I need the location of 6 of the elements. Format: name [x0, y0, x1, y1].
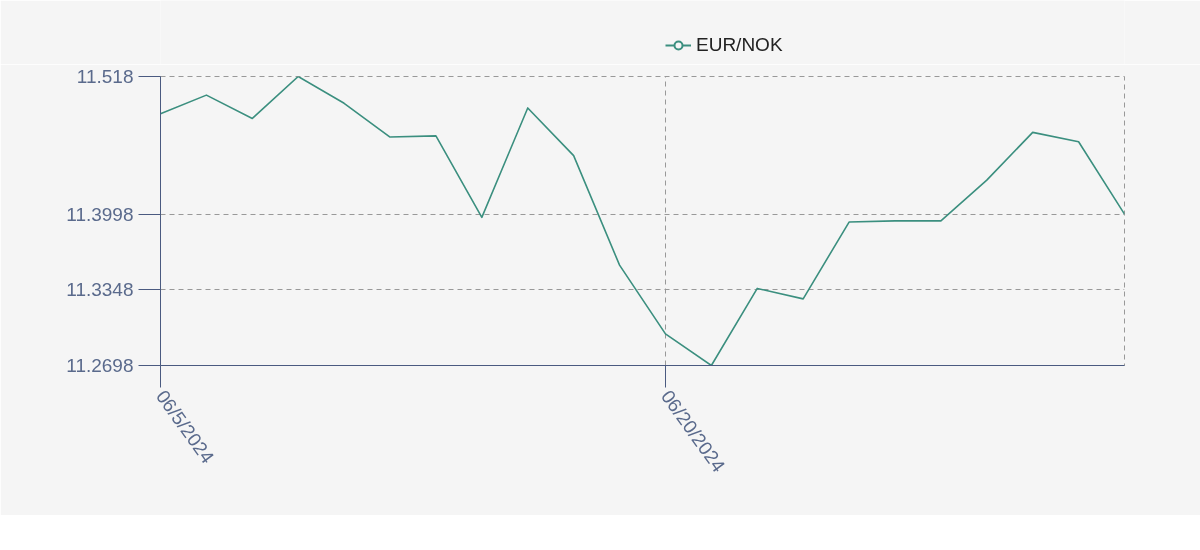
line-series: [160, 76, 1125, 366]
legend-label: EUR/NOK: [696, 34, 783, 56]
y-tick-label: 11.3348: [66, 279, 134, 301]
y-tick-label: 11.518: [76, 66, 134, 87]
y-tick-label: 11.2698: [66, 355, 134, 376]
y-tick-label: 11.3998: [66, 203, 134, 225]
